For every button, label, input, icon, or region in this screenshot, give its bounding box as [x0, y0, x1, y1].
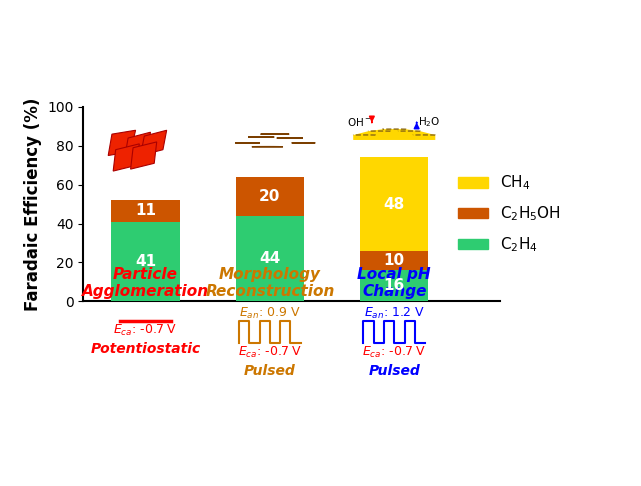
- Text: 44: 44: [259, 251, 281, 266]
- Bar: [360, 270, 428, 301]
- Polygon shape: [140, 130, 167, 156]
- Text: 10: 10: [384, 253, 405, 268]
- Text: Potentiostatic: Potentiostatic: [90, 342, 201, 356]
- Text: Morphology
Reconstruction: Morphology Reconstruction: [205, 267, 335, 299]
- Text: 48: 48: [383, 197, 405, 211]
- Text: Pulsed: Pulsed: [244, 364, 296, 378]
- Bar: [112, 222, 179, 301]
- Bar: [112, 200, 179, 222]
- Text: 11: 11: [135, 204, 156, 218]
- Text: H$_2$O: H$_2$O: [418, 116, 440, 129]
- Text: OH$^-$: OH$^-$: [347, 117, 372, 128]
- Text: $E_{an}$: 1.2 V: $E_{an}$: 1.2 V: [363, 306, 425, 321]
- Text: $E_{an}$: 0.9 V: $E_{an}$: 0.9 V: [239, 306, 301, 321]
- Text: Local pH
Change: Local pH Change: [358, 267, 431, 299]
- Polygon shape: [124, 132, 151, 159]
- Polygon shape: [131, 142, 156, 169]
- Text: $E_{ca}$: -0.7 V: $E_{ca}$: -0.7 V: [362, 345, 426, 360]
- Polygon shape: [353, 129, 435, 140]
- Text: 16: 16: [383, 278, 405, 293]
- Bar: [236, 216, 304, 301]
- Polygon shape: [108, 130, 135, 156]
- Bar: [360, 157, 428, 251]
- Text: 41: 41: [135, 254, 156, 269]
- Text: Particle
Agglomeration: Particle Agglomeration: [82, 267, 209, 299]
- Text: 20: 20: [259, 189, 281, 204]
- Y-axis label: Faradaic Efficiency (%): Faradaic Efficiency (%): [24, 97, 42, 311]
- Text: $E_{ca}$: -0.7 V: $E_{ca}$: -0.7 V: [238, 345, 302, 360]
- Bar: [236, 177, 304, 216]
- Bar: [360, 251, 428, 270]
- Text: Pulsed: Pulsed: [369, 364, 420, 378]
- Legend: CH$_4$, C$_2$H$_5$OH, C$_2$H$_4$: CH$_4$, C$_2$H$_5$OH, C$_2$H$_4$: [451, 168, 567, 260]
- Text: $E_{ca}$: -0.7 V: $E_{ca}$: -0.7 V: [113, 323, 178, 338]
- Polygon shape: [113, 144, 139, 171]
